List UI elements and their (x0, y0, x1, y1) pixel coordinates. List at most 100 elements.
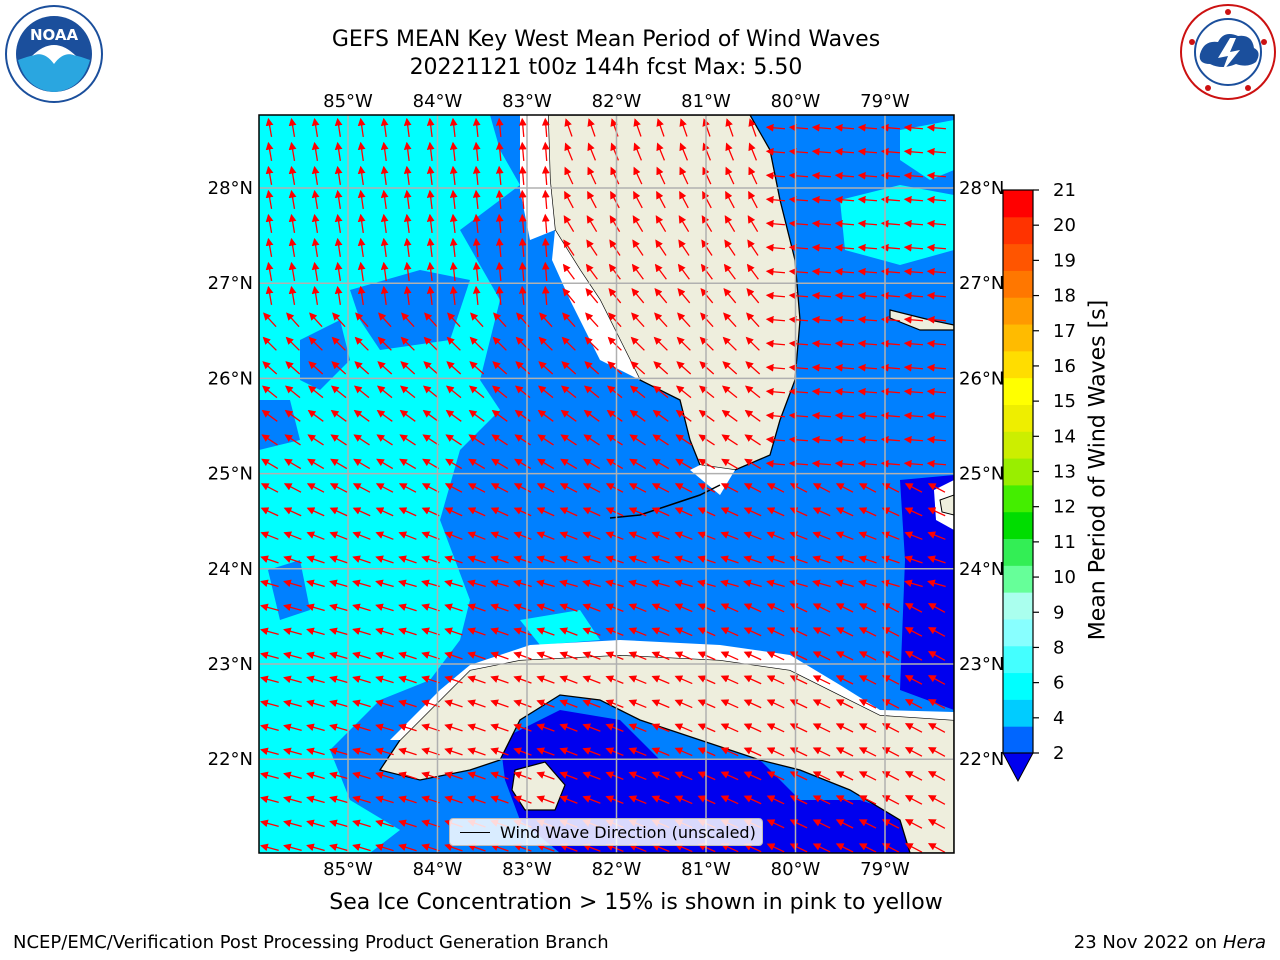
colorbar-tick-label: 17 (1053, 321, 1076, 342)
wind-wave-arrow (720, 651, 739, 661)
wind-wave-arrow (354, 336, 369, 351)
wind-wave-arrow (788, 219, 809, 228)
wind-wave-arrow (467, 627, 486, 636)
wind-wave-arrow (559, 555, 578, 564)
wind-wave-arrow (857, 219, 878, 228)
wind-wave-arrow (378, 312, 392, 328)
wind-wave-arrow (674, 771, 693, 781)
wind-wave-arrow (835, 675, 854, 685)
wind-wave-arrow (352, 675, 371, 684)
wind-wave-arrow (720, 603, 739, 613)
colorbar-tick-label: 18 (1053, 286, 1076, 307)
wind-wave-arrow (330, 458, 348, 470)
wind-wave-arrow (926, 147, 947, 156)
colorbar-segment (1003, 672, 1033, 700)
chart-title: GEFS MEAN Key West Mean Period of Wind W… (331, 27, 881, 52)
wind-wave-arrow (284, 434, 301, 446)
wind-wave-arrow (446, 336, 461, 351)
wind-wave-arrow (834, 123, 855, 132)
wind-wave-arrow (467, 723, 486, 732)
wind-wave-arrow (467, 675, 486, 684)
wind-wave-arrow (656, 190, 666, 209)
wind-wave-arrow (329, 747, 348, 756)
wind-wave-arrow (698, 385, 715, 399)
wind-wave-arrow (904, 507, 923, 517)
wind-wave-arrow (743, 555, 762, 564)
wind-wave-arrow (467, 699, 486, 708)
wind-wave-arrow (329, 771, 348, 780)
wind-wave-arrow (926, 219, 947, 228)
wind-wave-arrow (743, 747, 762, 757)
colorbar-segment (1003, 431, 1033, 459)
wind-wave-arrow (329, 579, 348, 588)
wind-wave-arrow (725, 190, 735, 209)
wind-wave-arrow (606, 409, 623, 422)
wind-wave-arrow (495, 117, 504, 138)
colorbar-tick-label: 12 (1053, 497, 1076, 518)
wind-wave-arrow (610, 166, 620, 185)
wind-wave-arrow (811, 363, 832, 372)
wind-wave-arrow (834, 315, 855, 324)
wind-wave-arrow (306, 843, 325, 852)
wind-wave-arrow (375, 627, 394, 636)
wind-wave-arrow (352, 579, 371, 588)
wind-wave-arrow (421, 723, 440, 732)
wind-wave-arrow (559, 627, 578, 636)
wind-wave-arrow (536, 531, 555, 540)
wind-wave-arrow (811, 411, 832, 420)
wind-wave-arrow (306, 483, 325, 493)
wind-wave-arrow (560, 458, 578, 470)
wind-wave-arrow (398, 723, 417, 732)
wind-wave-arrow (903, 123, 924, 132)
wind-wave-arrow (679, 166, 689, 185)
wind-wave-arrow (260, 651, 279, 660)
wind-wave-arrow (380, 141, 389, 162)
wind-wave-arrow (858, 819, 877, 829)
wind-wave-arrow (352, 627, 371, 636)
wind-wave-arrow (541, 237, 550, 258)
wind-wave-arrow (748, 142, 758, 161)
wind-wave-arrow (332, 312, 346, 328)
noaa-logo-text: NOAA (30, 26, 79, 44)
wind-wave-arrow (651, 795, 670, 805)
wind-wave-arrow (628, 771, 647, 781)
wind-wave-arrow (449, 261, 458, 282)
wind-wave-arrow (766, 627, 785, 637)
wind-wave-arrow (467, 795, 486, 804)
footer-date-text: 23 Nov 2022 on (1073, 932, 1218, 953)
wind-wave-arrow (449, 285, 458, 306)
wind-wave-arrow (536, 603, 555, 612)
wind-wave-arrow (421, 843, 440, 852)
wind-wave-arrow (725, 142, 735, 161)
wind-wave-arrow (677, 288, 691, 304)
wind-wave-arrow (495, 141, 504, 162)
wind-wave-arrow (537, 409, 554, 422)
wind-wave-arrow (421, 531, 440, 540)
wind-wave-arrow (401, 312, 415, 328)
wind-wave-arrow (513, 723, 532, 732)
wind-wave-arrow (334, 117, 343, 137)
wind-wave-arrow (403, 237, 412, 258)
wind-wave-arrow (857, 339, 878, 348)
longitude-label: 83°W (502, 859, 552, 880)
wind-wave-arrow (582, 579, 601, 588)
latitude-label: 23°N (959, 654, 1004, 675)
wind-wave-arrow (811, 339, 832, 348)
longitude-label: 82°W (592, 859, 642, 880)
wind-wave-arrow (605, 795, 624, 804)
wind-wave-arrow (514, 434, 531, 446)
wind-wave-arrow (421, 651, 440, 660)
wind-wave-arrow (927, 795, 946, 805)
wind-wave-arrow (260, 747, 279, 756)
wind-wave-arrow (811, 243, 832, 252)
wind-wave-arrow (766, 507, 785, 517)
wind-wave-arrow (306, 579, 325, 588)
wind-wave-arrow (630, 336, 645, 351)
wind-wave-arrow (857, 195, 878, 204)
wind-wave-arrow (541, 285, 550, 306)
wind-wave-arrow (426, 285, 435, 306)
wind-wave-arrow (857, 435, 878, 444)
latitude-label: 27°N (959, 273, 1004, 294)
wind-wave-arrow (424, 312, 438, 328)
